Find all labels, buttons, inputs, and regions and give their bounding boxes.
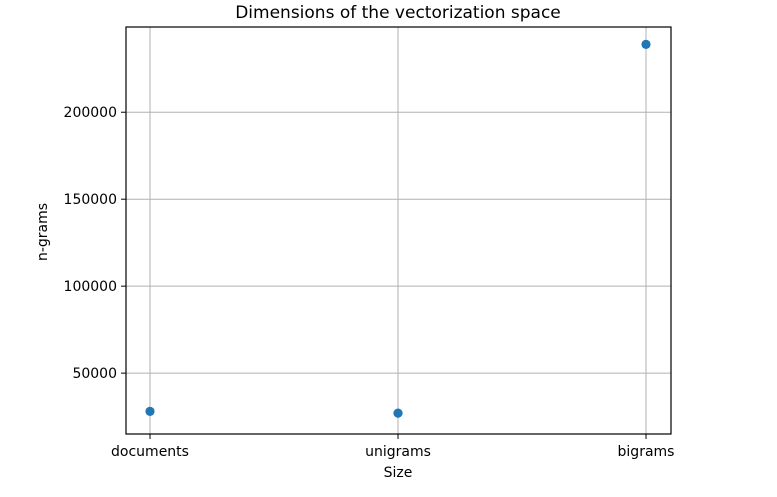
- x-tick-label-bigrams: bigrams: [618, 444, 675, 460]
- ticks-layer: documents unigrams bigrams 50000 100000 15000…: [64, 105, 675, 460]
- chart-title: Dimensions of the vectorization space: [235, 3, 561, 23]
- y-tick-label: 100000: [64, 279, 117, 295]
- grid-layer: [126, 27, 671, 434]
- x-tick-label-documents: documents: [111, 444, 189, 460]
- data-point-bigrams: [641, 39, 651, 49]
- points-layer: [145, 39, 651, 418]
- y-tick-label: 200000: [64, 105, 117, 121]
- y-tick-label: 150000: [64, 192, 117, 208]
- data-point-unigrams: [393, 408, 403, 418]
- data-point-documents: [145, 406, 155, 416]
- x-tick-label-unigrams: unigrams: [365, 444, 431, 460]
- x-axis-label: Size: [384, 465, 413, 481]
- y-axis-label: n-grams: [35, 203, 51, 261]
- y-tick-label: 50000: [72, 366, 117, 382]
